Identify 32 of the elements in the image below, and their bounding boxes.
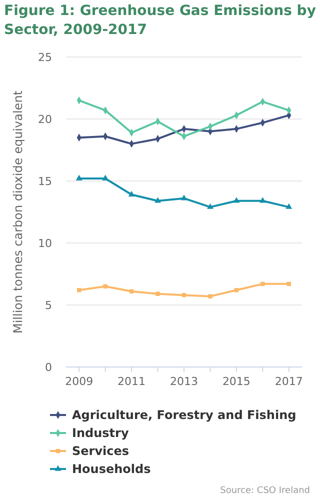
y-tick-label: 15 xyxy=(38,175,52,188)
point xyxy=(129,289,134,294)
x-tick-label: 2017 xyxy=(274,375,303,388)
legend-label: Industry xyxy=(72,426,129,440)
legend-label: Households xyxy=(72,462,151,476)
legend-label: Services xyxy=(72,444,130,458)
y-tick-label: 25 xyxy=(38,51,52,64)
point xyxy=(103,284,108,289)
y-tick-label: 20 xyxy=(38,113,52,126)
x-tick-label: 2015 xyxy=(222,375,250,388)
y-axis-title: Million tonnes carbon dioxide equivalent xyxy=(11,90,25,334)
y-tick-label: 0 xyxy=(45,361,52,374)
point xyxy=(180,194,188,200)
x-tick-label: 2009 xyxy=(65,375,94,388)
point xyxy=(128,190,135,196)
y-tick-label: 5 xyxy=(45,299,52,312)
point xyxy=(260,282,265,286)
point xyxy=(156,292,160,296)
point xyxy=(76,174,82,180)
point xyxy=(259,197,266,203)
x-tick-label: 2011 xyxy=(118,375,146,388)
point xyxy=(207,203,214,209)
point xyxy=(102,174,109,180)
point xyxy=(286,203,292,209)
legend-label: Agriculture, Forestry and Fishing xyxy=(72,408,296,422)
point xyxy=(233,197,240,203)
source-note: Source: CSO Ireland xyxy=(220,486,310,496)
y-tick-label: 10 xyxy=(38,237,52,250)
point xyxy=(154,197,161,203)
x-tick-label: 2013 xyxy=(170,375,198,388)
point xyxy=(208,294,212,298)
chart-title: Figure 1: Greenhouse Gas Emissions by Sector, 2009-2017 xyxy=(4,3,316,38)
